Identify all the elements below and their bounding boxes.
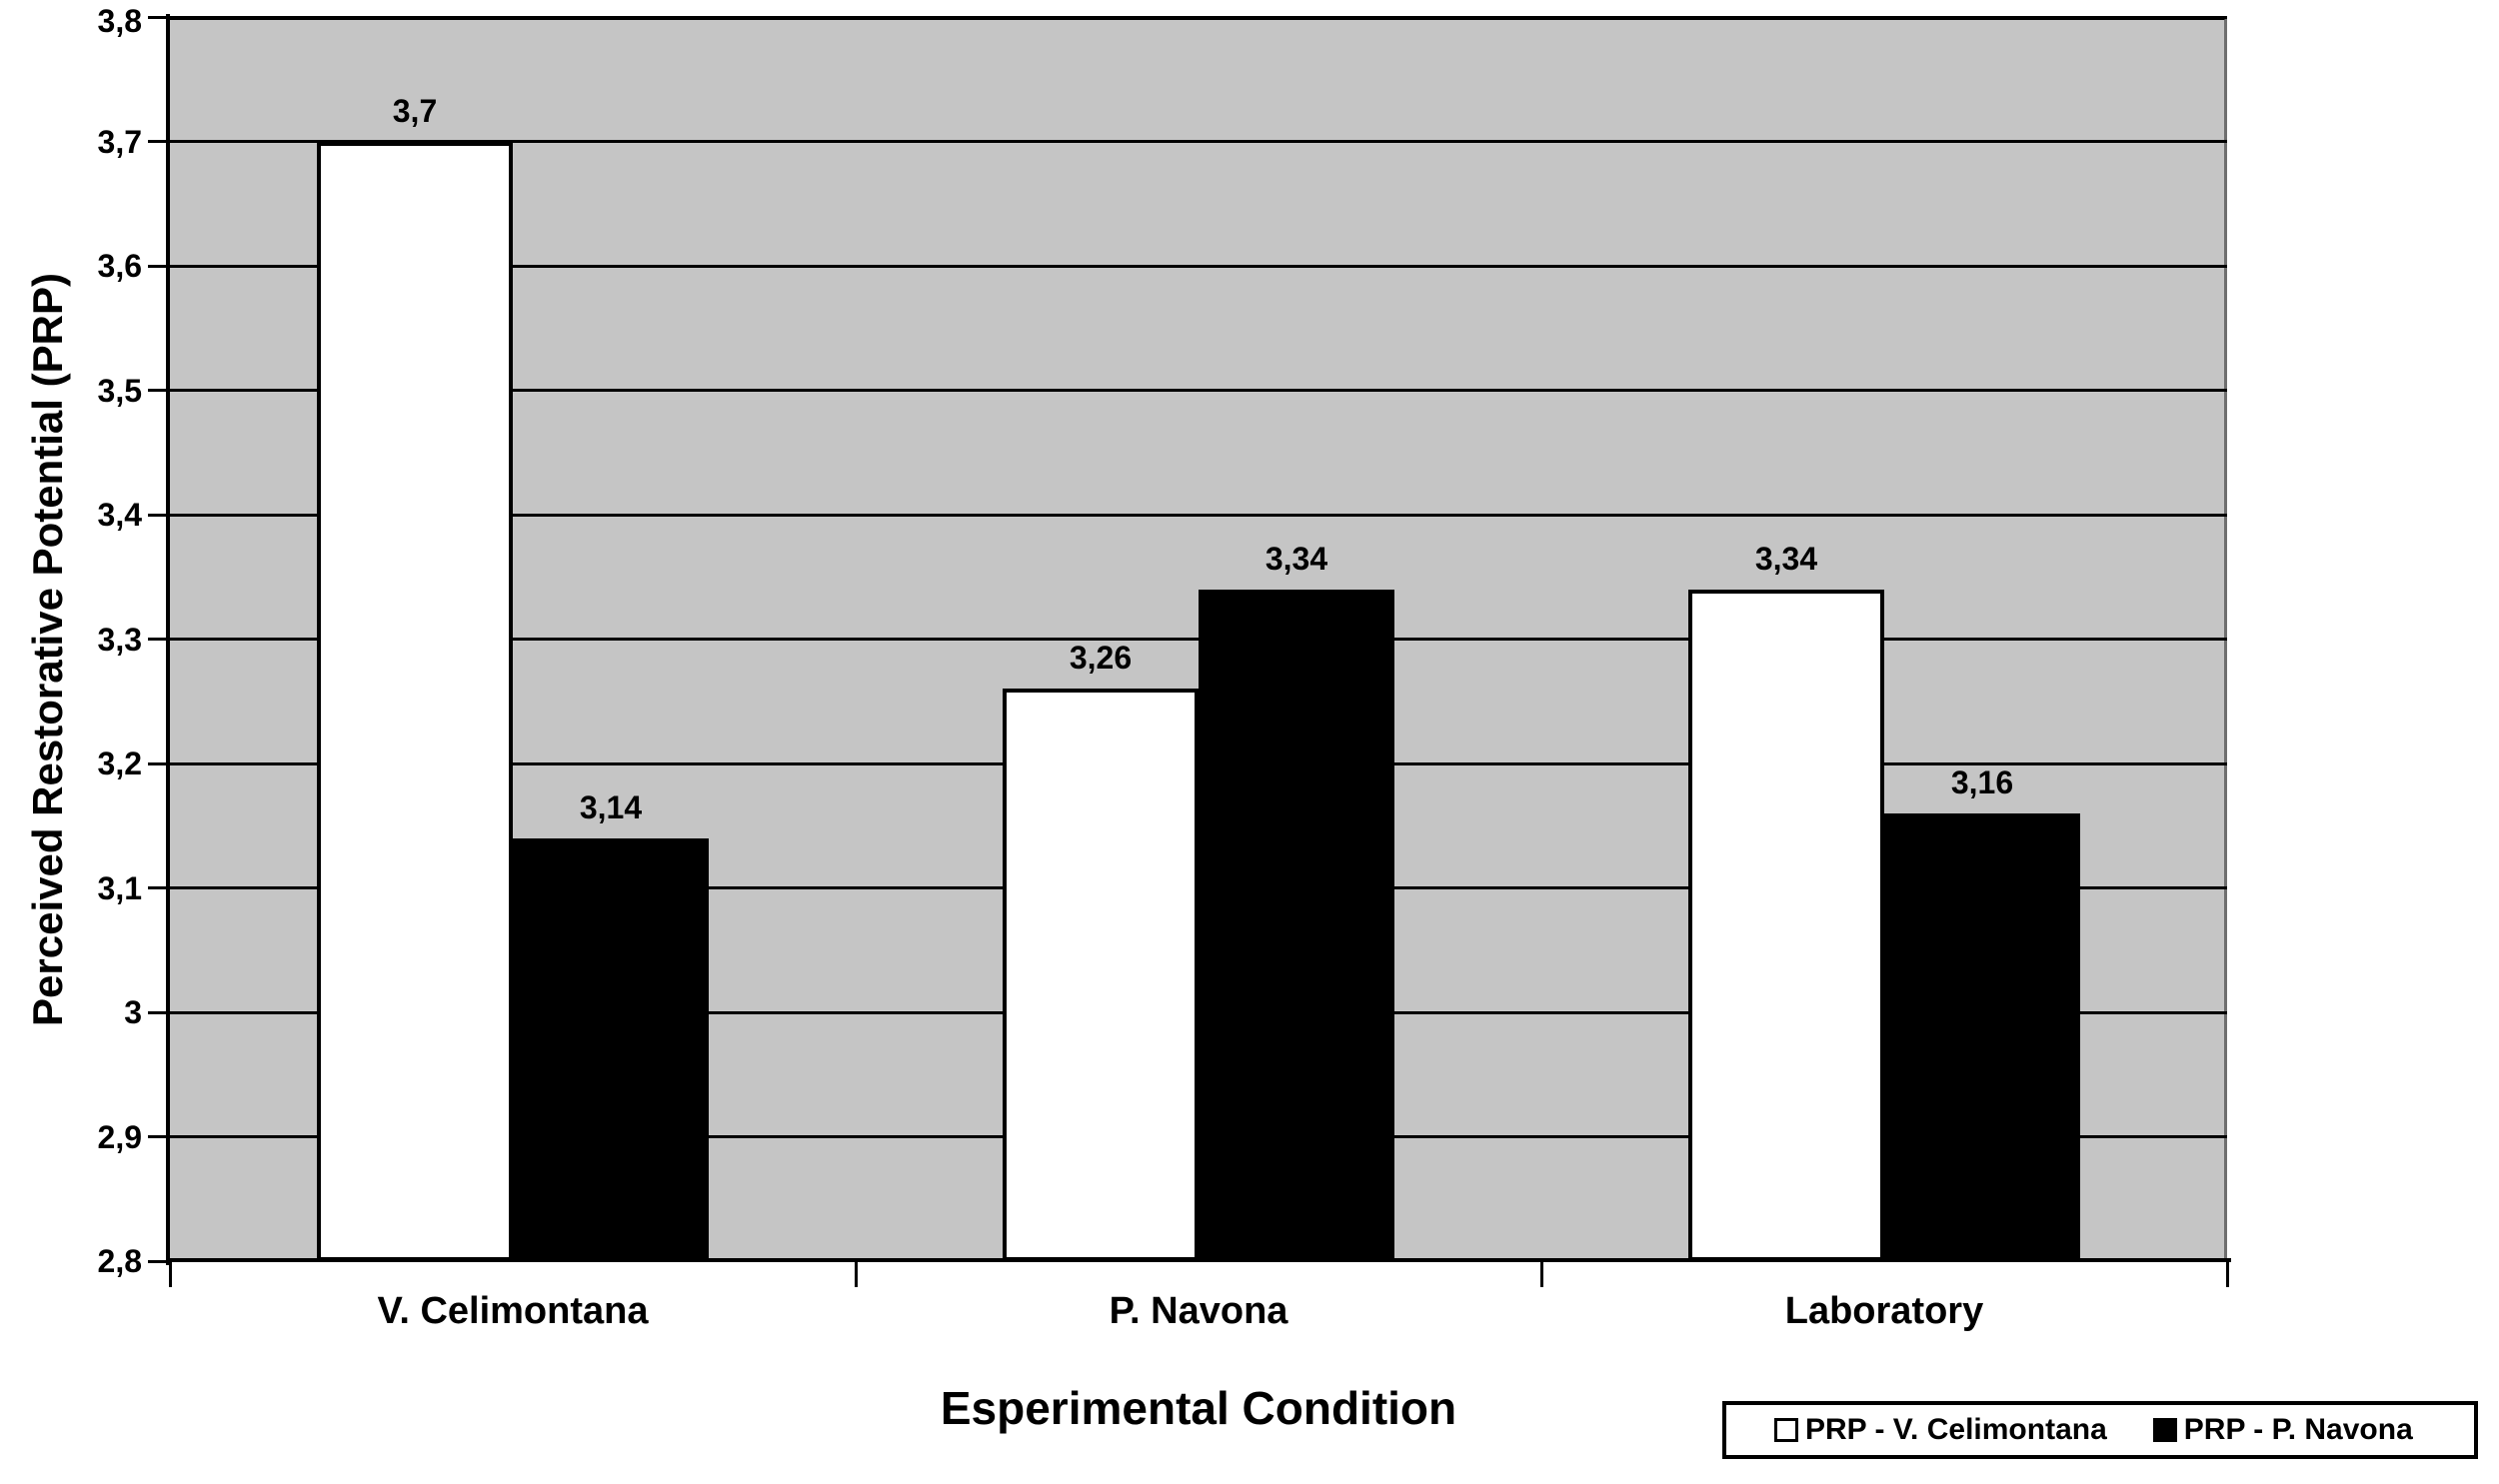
legend-item: PRP - P. Navona	[2152, 1413, 2413, 1447]
y-tick-mark	[148, 761, 168, 765]
y-tick-label: 3,1	[97, 869, 142, 906]
legend-marker-hollow-square-icon	[1774, 1418, 1798, 1442]
x-tick-mark	[168, 1261, 172, 1287]
y-tick-mark	[148, 638, 168, 641]
legend-item: PRP - V. Celimontana	[1774, 1413, 2107, 1447]
y-tick-mark	[148, 886, 168, 889]
bar-series1	[317, 141, 513, 1261]
legend-marker-filled-square-icon	[2152, 1418, 2177, 1442]
y-tick-mark	[148, 389, 168, 392]
y-tick-label: 3,6	[97, 248, 142, 284]
x-category-label: P. Navona	[1109, 1290, 1288, 1332]
y-tick-label: 3,3	[97, 621, 142, 658]
bar-series1	[1003, 689, 1199, 1261]
y-tick-mark	[148, 1010, 168, 1014]
x-category-label: Laboratory	[1784, 1290, 1984, 1332]
y-axis-line	[166, 14, 170, 1265]
y-gridline	[170, 264, 2227, 268]
y-gridline	[170, 389, 2227, 392]
bar-value-label: 3,7	[392, 92, 438, 129]
y-gridline	[170, 15, 2227, 19]
x-category-label: V. Celimontana	[377, 1290, 649, 1332]
bar-series2	[513, 837, 709, 1261]
legend-label: PRP - V. Celimontana	[1805, 1413, 2107, 1446]
x-tick-mark	[854, 1261, 858, 1287]
x-axis-title: Esperimental Condition	[940, 1382, 1457, 1434]
y-tick-label: 3,4	[97, 497, 142, 533]
y-tick-label: 3,5	[97, 372, 142, 409]
bar-value-label: 3,34	[1264, 540, 1328, 577]
y-tick-label: 3,7	[97, 123, 142, 160]
y-tick-mark	[148, 264, 168, 268]
legend-label: PRP - P. Navona	[2183, 1413, 2413, 1446]
y-tick-mark	[148, 15, 168, 19]
bar-series1	[1688, 589, 1884, 1261]
y-tick-mark	[148, 1135, 168, 1138]
y-tick-label: 3,8	[97, 3, 142, 39]
x-tick-mark	[1539, 1261, 1543, 1287]
y-tick-label: 2,8	[97, 1243, 142, 1279]
y-tick-mark	[148, 513, 168, 517]
y-tick-mark	[148, 140, 168, 143]
y-tick-label: 3	[124, 994, 142, 1030]
x-tick-mark	[2225, 1261, 2229, 1287]
bar-series2	[1884, 812, 2080, 1261]
y-gridline	[170, 513, 2227, 517]
y-tick-mark	[148, 1259, 168, 1263]
y-tick-label: 2,9	[97, 1118, 142, 1155]
x-axis-line	[166, 1258, 2231, 1262]
bar-value-label: 3,34	[1754, 540, 1818, 577]
y-axis-title: Perceived Restorative Potential (PRP)	[24, 273, 71, 1026]
legend: PRP - V. Celimontana PRP - P. Navona	[1722, 1401, 2478, 1459]
bar-value-label: 3,16	[1950, 763, 2014, 800]
bar-value-label: 3,14	[579, 788, 643, 825]
y-gridline	[170, 140, 2227, 143]
bar-value-label: 3,26	[1069, 640, 1133, 677]
y-tick-label: 3,2	[97, 745, 142, 781]
bar-series2	[1199, 589, 1394, 1261]
